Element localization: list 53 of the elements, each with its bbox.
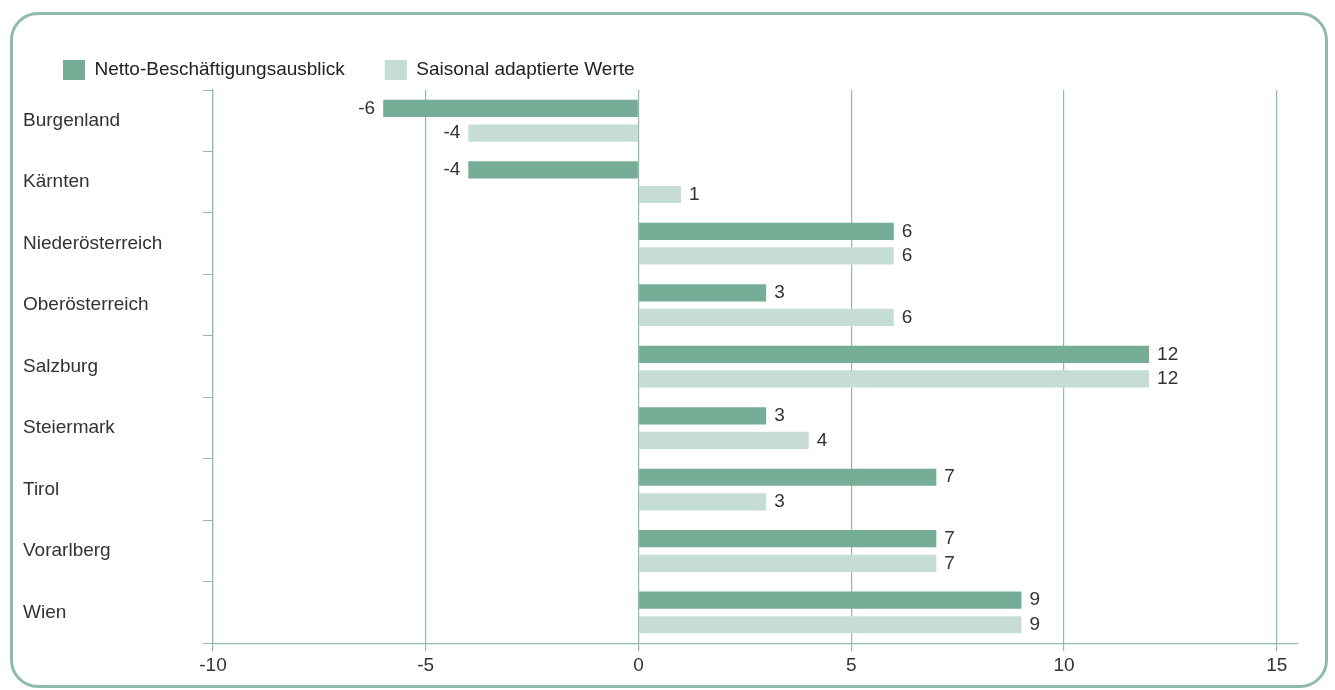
- y-tick-label: Kärnten: [23, 170, 90, 192]
- data-label: -4: [443, 121, 461, 143]
- data-label: 6: [901, 305, 913, 327]
- bar: [383, 99, 638, 118]
- data-label: 12: [1157, 342, 1179, 364]
- bar: [639, 591, 1022, 609]
- data-label: 6: [901, 244, 913, 266]
- bar: [639, 247, 894, 265]
- data-label: 12: [1157, 367, 1179, 389]
- data-label: 4: [816, 428, 828, 450]
- data-label: 7: [944, 526, 955, 548]
- bar: [639, 431, 809, 449]
- bar: [639, 185, 682, 204]
- y-tick-label: Salzburg: [23, 354, 98, 376]
- y-tick-label: Tirol: [23, 477, 60, 499]
- bar: [639, 616, 1022, 634]
- x-tick-label: 10: [1053, 653, 1075, 675]
- data-label: 3: [774, 281, 785, 303]
- bar: [639, 345, 1150, 363]
- bar: [639, 370, 1150, 388]
- y-tick-label: Vorarlberg: [23, 539, 111, 561]
- bar: [468, 161, 638, 179]
- legend-label: Saisonal adaptierte Werte: [416, 58, 635, 80]
- legend-label: Netto-Beschäftigungsausblick: [94, 58, 346, 80]
- data-label: 9: [1029, 588, 1041, 610]
- bar: [639, 554, 937, 572]
- bar: [639, 530, 937, 548]
- data-label: -4: [443, 158, 461, 180]
- bar: [639, 493, 767, 511]
- y-tick-label: Niederösterreich: [23, 231, 163, 253]
- x-tick-label: -5: [417, 653, 435, 675]
- x-tick-label: 5: [845, 653, 857, 675]
- bar: [639, 468, 937, 486]
- bar: [639, 284, 767, 302]
- x-tick-label: 0: [633, 653, 644, 675]
- bar: [468, 124, 638, 142]
- data-label: 9: [1029, 612, 1041, 634]
- y-tick-label: Wien: [23, 600, 67, 622]
- x-tick-label: -10: [199, 653, 227, 675]
- data-label: -6: [358, 96, 376, 118]
- bar: [639, 308, 894, 327]
- data-label: 6: [901, 219, 913, 241]
- data-label: 3: [774, 404, 785, 426]
- bar: [639, 222, 894, 240]
- y-tick-label: Oberösterreich: [23, 293, 149, 315]
- data-label: 7: [944, 465, 955, 487]
- y-tick-label: Steiermark: [23, 416, 116, 438]
- data-label: 3: [774, 490, 785, 512]
- y-tick-label: Burgenland: [23, 108, 121, 130]
- data-label: 1: [689, 182, 700, 204]
- data-label: 7: [944, 551, 955, 573]
- x-tick-label: 15: [1266, 653, 1288, 675]
- bar: [639, 407, 767, 425]
